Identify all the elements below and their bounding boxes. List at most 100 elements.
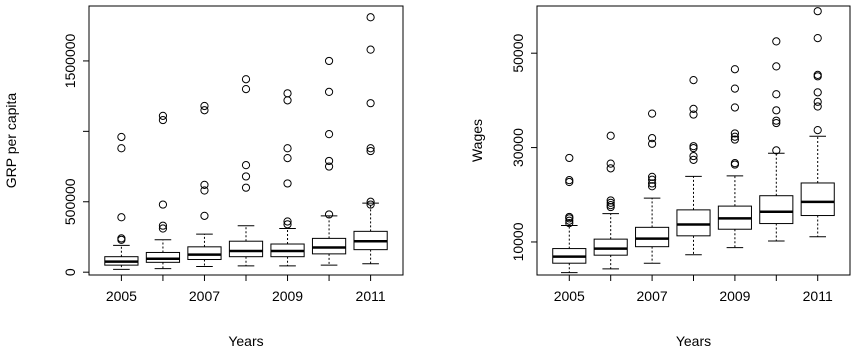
outlier-point [813,7,822,16]
box-body [800,182,835,217]
outlier-point [813,126,822,135]
outlier-point [813,97,822,106]
y-axis-title: Wages [469,119,485,162]
box-body [311,237,347,255]
outlier-point [366,197,375,206]
box-2011 [353,13,388,265]
wages-panel: 2005 2007 2009 2011 10000 30000 50000 Years Wage… [469,5,851,349]
outlier-point [200,101,209,111]
outlier-point [772,37,781,46]
outlier-point [647,175,657,184]
outlier-point [813,88,822,97]
outlier-point [200,180,209,189]
outlier-point [283,179,292,188]
outlier-point [730,103,740,112]
outlier-point [283,89,292,98]
outlier-point [283,154,292,163]
outlier-point [241,84,251,94]
grp-per-capita-panel: 2005 2007 2009 2011 0 500000 1500000 Years GRP p… [3,5,404,349]
outlier-point [366,99,375,108]
y-axis-title: GRP per capita [3,93,19,189]
outlier-point [324,210,334,219]
box-2006 [593,131,628,270]
outlier-point [324,130,334,139]
outlier-point [158,115,168,125]
x-tick-label: 2011 [356,288,386,304]
box-body [759,195,794,225]
outlier-point [647,182,657,191]
x-tick-label: 2009 [719,288,750,304]
outlier-point [730,84,740,93]
outlier-point [730,159,740,168]
outlier-point [606,159,615,168]
outlier-point [200,186,209,195]
box-2008 [676,75,711,256]
box-2009 [717,65,752,249]
box-2009 [270,89,305,267]
outlier-point [647,172,657,181]
outlier-point [772,118,781,128]
outlier-point [200,106,209,115]
x-tick-label: 2005 [106,288,137,304]
outlier-point [283,96,292,105]
outlier-point [158,200,168,209]
outlier-point [158,111,168,120]
x-tick-label: 2009 [272,288,303,304]
outlier-point [283,217,292,226]
x-tick-label: 2005 [554,288,585,304]
y-tick-label: 50000 [510,34,526,73]
outlier-point [689,142,698,151]
outlier-point [606,196,615,205]
outlier-point [813,70,822,80]
x-tick-label: 2007 [637,288,668,304]
box-body [187,246,222,261]
outlier-point [565,212,574,222]
outlier-point [689,75,698,85]
y-tick-label: 0 [62,268,78,276]
y-tick-label: 500000 [62,178,78,225]
box-2010 [759,37,794,242]
outlier-point [565,153,574,163]
x-tick-label: 2007 [189,288,220,304]
outlier-point [606,131,615,140]
outlier-point [158,224,168,233]
outlier-point [813,33,822,43]
outlier-point [606,164,615,173]
outlier-point [606,198,615,207]
box-2010 [311,56,347,266]
outlier-point [366,200,375,209]
outlier-point [689,110,698,119]
outlier-point [730,132,740,141]
outlier-point [366,146,375,156]
outlier-point [647,139,657,148]
outlier-point [117,213,126,222]
outlier-point [117,144,126,153]
box-2006 [145,111,181,270]
box-body [635,226,670,248]
outlier-point [366,13,375,22]
outlier-point [606,201,615,210]
outlier-point [565,176,574,185]
box-2005 [552,153,587,274]
outlier-point [241,183,251,192]
outlier-point [730,135,740,144]
outlier-point [241,161,251,170]
outlier-point [689,104,698,113]
box-body [228,240,264,258]
outlier-point [366,144,375,153]
box-body [593,238,628,256]
outlier-point [324,87,334,97]
outlier-point [200,211,209,220]
outlier-point [772,106,781,115]
outlier-point [241,75,251,84]
outlier-point [772,116,781,125]
box-2011 [800,7,835,238]
box-2007 [187,101,222,268]
outlier-point [772,146,781,155]
outlier-point [730,129,740,138]
outlier-point [117,234,126,243]
outlier-point [324,156,334,166]
outlier-point [689,151,698,161]
x-axis-title: Years [228,333,263,349]
